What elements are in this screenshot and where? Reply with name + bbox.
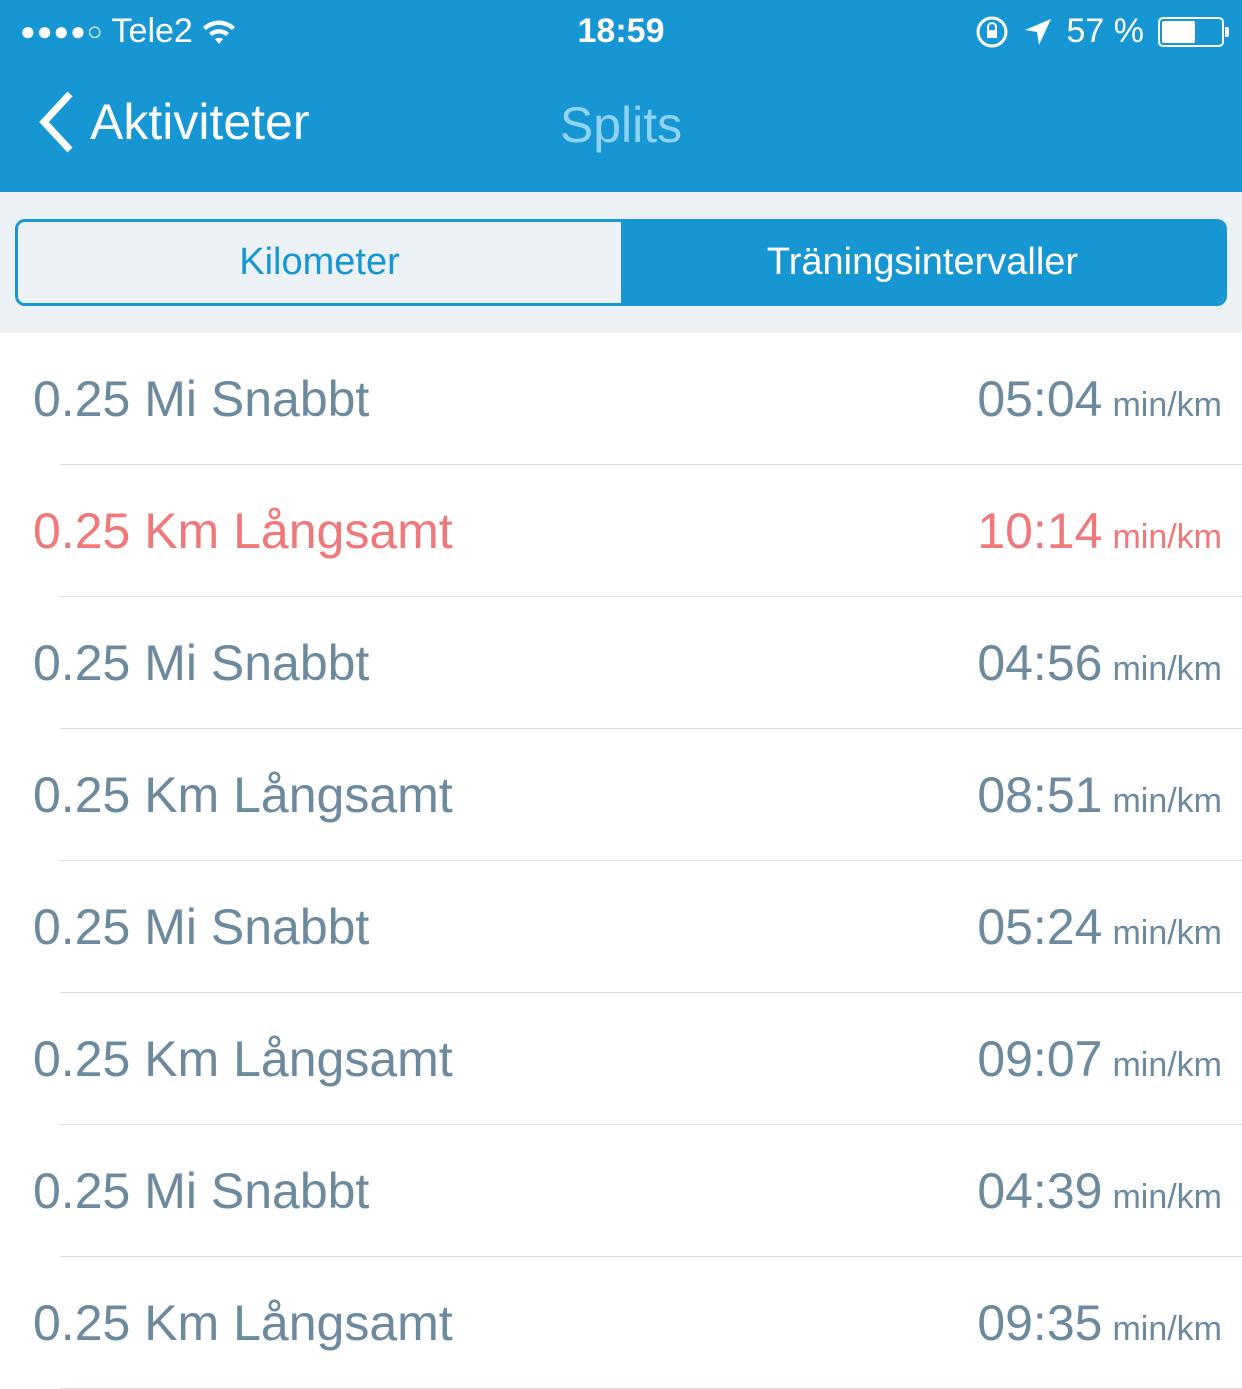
split-unit: min/km	[1112, 914, 1222, 952]
split-unit: min/km	[1112, 782, 1222, 820]
split-pace-group: 05:24 min/km	[977, 898, 1222, 956]
split-pace-group: 10:14 min/km	[977, 502, 1222, 560]
split-pace: 05:24	[977, 899, 1103, 955]
split-unit: min/km	[1112, 650, 1222, 688]
split-row[interactable]: 0.25 Km Långsamt 10:14 min/km	[0, 465, 1242, 597]
location-icon	[1024, 18, 1051, 45]
split-row[interactable]: 0.25 Mi Snabbt 05:04 min/km	[0, 333, 1242, 465]
carrier: Tele2	[111, 12, 193, 50]
battery-icon	[1158, 16, 1229, 47]
split-pace-group: 09:07 min/km	[977, 1030, 1222, 1088]
page-title: Splits	[559, 97, 683, 153]
split-pace: 09:07	[977, 1031, 1103, 1087]
split-unit: min/km	[1112, 1178, 1222, 1216]
rotation-lock-icon	[976, 16, 1007, 47]
split-pace: 05:04	[977, 371, 1103, 427]
split-unit: min/km	[1112, 386, 1222, 424]
split-pace: 09:35	[977, 1295, 1103, 1351]
wifi-icon	[202, 20, 235, 44]
split-unit: min/km	[1112, 1310, 1222, 1348]
split-pace-group: 08:51 min/km	[977, 766, 1222, 824]
split-label: 0.25 Km Långsamt	[33, 1031, 453, 1087]
splits-list: 0.25 Mi Snabbt 05:04 min/km 0.25 Km Långsa…	[0, 333, 1242, 1389]
split-label: 0.25 Mi Snabbt	[33, 1163, 370, 1219]
split-pace: 08:51	[977, 767, 1103, 823]
battery-percent: 57 %	[1066, 12, 1145, 50]
split-pace-group: 09:35 min/km	[977, 1294, 1222, 1352]
split-pace-group: 04:39 min/km	[977, 1162, 1222, 1220]
split-label: 0.25 Km Långsamt	[33, 767, 453, 823]
split-unit: min/km	[1112, 518, 1222, 556]
split-pace: 04:56	[977, 635, 1103, 691]
split-row[interactable]: 0.25 Mi Snabbt 04:56 min/km	[0, 597, 1242, 729]
split-row[interactable]: 0.25 Km Långsamt 09:35 min/km	[0, 1257, 1242, 1389]
segmented-control: Kilometer Träningsintervaller	[15, 219, 1227, 306]
split-label: 0.25 Km Långsamt	[33, 1295, 453, 1351]
clock: 18:59	[577, 12, 665, 50]
tab-traningsintervaller[interactable]: Träningsintervaller	[621, 222, 1224, 303]
split-row[interactable]: 0.25 Km Långsamt 09:07 min/km	[0, 993, 1242, 1125]
split-row[interactable]: 0.25 Mi Snabbt 05:24 min/km	[0, 861, 1242, 993]
back-button[interactable]: Aktiviteter	[36, 90, 310, 154]
tab-kilometer[interactable]: Kilometer	[18, 222, 621, 303]
split-pace: 10:14	[977, 503, 1103, 559]
split-pace-group: 05:04 min/km	[977, 370, 1222, 428]
status-bar: ●●●●○ Tele2 18:59 57 %	[0, 0, 1242, 64]
signal-icon: ●●●●○	[20, 16, 104, 46]
navigation-bar: Aktiviteter Splits	[0, 90, 1242, 166]
split-label: 0.25 Km Långsamt	[33, 503, 453, 559]
back-label: Aktiviteter	[90, 94, 310, 150]
chevron-left-icon	[39, 91, 73, 153]
segment-bar: Kilometer Träningsintervaller	[0, 192, 1242, 333]
split-unit: min/km	[1112, 1046, 1222, 1084]
split-pace-group: 04:56 min/km	[977, 634, 1222, 692]
split-row[interactable]: 0.25 Mi Snabbt 04:39 min/km	[0, 1125, 1242, 1257]
split-label: 0.25 Mi Snabbt	[33, 899, 370, 955]
split-label: 0.25 Mi Snabbt	[33, 371, 370, 427]
split-label: 0.25 Mi Snabbt	[33, 635, 370, 691]
split-pace: 04:39	[977, 1163, 1103, 1219]
split-row[interactable]: 0.25 Km Långsamt 08:51 min/km	[0, 729, 1242, 861]
header: ●●●●○ Tele2 18:59 57 % Aktiviteter Split…	[0, 0, 1242, 192]
